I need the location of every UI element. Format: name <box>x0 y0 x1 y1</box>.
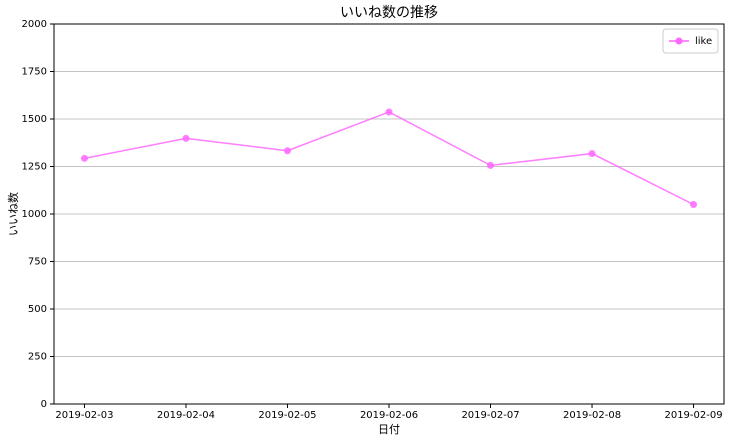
legend-label: like <box>695 36 712 47</box>
y-axis-label: いいね数 <box>7 192 20 236</box>
y-tick-label: 750 <box>28 257 47 268</box>
x-tick-label: 2019-02-06 <box>360 410 418 421</box>
data-point <box>487 161 495 169</box>
y-tick-label: 1250 <box>22 162 47 173</box>
chart-title: いいね数の推移 <box>340 5 438 21</box>
y-tick-label: 1750 <box>22 67 47 78</box>
x-tick-label: 2019-02-03 <box>55 410 113 421</box>
y-tick-label: 1500 <box>22 114 47 125</box>
y-tick-label: 500 <box>28 304 47 315</box>
y-tick-label: 0 <box>41 399 47 410</box>
x-tick-label: 2019-02-08 <box>563 410 621 421</box>
data-point <box>283 147 291 155</box>
y-tick-label: 1000 <box>22 209 47 220</box>
legend-marker <box>675 37 683 45</box>
y-tick-label: 250 <box>28 352 47 363</box>
x-tick-label: 2019-02-04 <box>157 410 215 421</box>
data-point <box>690 201 698 208</box>
x-axis-label: 日付 <box>378 423 400 436</box>
x-tick-label: 2019-02-07 <box>461 410 519 421</box>
x-tick-label: 2019-02-09 <box>664 410 722 421</box>
data-point <box>385 108 393 116</box>
data-point <box>588 150 596 158</box>
data-point <box>182 134 190 142</box>
plot-frame <box>53 23 725 405</box>
data-point <box>80 154 88 162</box>
legend-box <box>662 28 719 54</box>
x-tick-label: 2019-02-05 <box>258 410 316 421</box>
y-tick-label: 2000 <box>22 19 47 30</box>
